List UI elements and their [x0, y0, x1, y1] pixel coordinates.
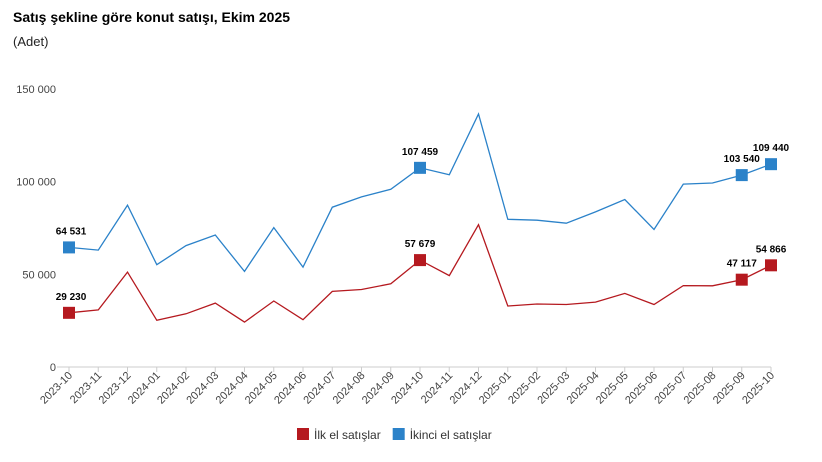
legend-label-1: İkinci el satışlar — [410, 428, 492, 442]
data-point-marker — [63, 306, 75, 319]
y-tick-label: 50 000 — [22, 269, 56, 281]
y-tick-label: 0 — [50, 362, 56, 374]
legend-swatch-0 — [297, 428, 309, 440]
y-tick-label: 100 000 — [16, 177, 56, 189]
data-point-marker — [735, 273, 748, 286]
series-layer — [63, 112, 777, 323]
chart-subtitle: (Adet) — [13, 34, 49, 49]
data-label-layer: 29 230 57 679 47 117 54 866 64 531 107 459 103… — [56, 143, 790, 303]
legend-label-0: İlk el satışlar — [314, 428, 381, 442]
data-label: 109 440 — [753, 143, 790, 154]
data-point-marker — [765, 259, 777, 272]
data-label: 64 531 — [56, 226, 87, 237]
data-point-marker — [414, 254, 426, 267]
x-tick-label: 2025-10 — [740, 370, 777, 407]
data-label: 57 679 — [405, 239, 436, 250]
data-label: 107 459 — [402, 147, 439, 158]
chart-title: Satış şekline göre konut satışı, Ekim 20… — [13, 9, 291, 25]
data-point-marker — [735, 169, 748, 182]
data-label: 47 117 — [727, 259, 757, 270]
x-tick-label: 2024-10 — [389, 370, 426, 407]
data-label: 103 540 — [724, 154, 761, 165]
data-point-marker — [63, 241, 75, 254]
legend: İlk el satışlar İkinci el satışlar — [297, 428, 492, 442]
x-tick-label: 2023-10 — [38, 370, 75, 407]
data-label: 54 866 — [756, 244, 787, 255]
legend-swatch-1 — [392, 428, 405, 440]
data-point-marker — [414, 161, 426, 174]
data-label: 29 230 — [56, 292, 87, 303]
data-point-marker — [765, 158, 777, 171]
y-tick-label: 150 000 — [16, 84, 56, 96]
